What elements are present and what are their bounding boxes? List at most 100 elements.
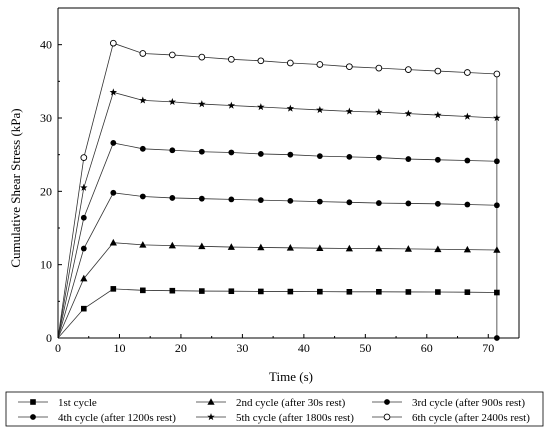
series-6-point (464, 69, 471, 76)
x-tick-label: 0 (55, 341, 61, 355)
series-6-point (109, 39, 117, 47)
series-5-point (316, 106, 324, 114)
plot-area (57, 39, 501, 341)
series-2-point (316, 244, 324, 251)
series-2-point (80, 274, 88, 282)
legend-label-5: 5th cycle (after 1800s rest) (236, 412, 354, 424)
series-5-point (463, 112, 472, 120)
legend-marker (207, 413, 215, 421)
y-tick-label: 10 (40, 258, 52, 272)
legend-marker (30, 414, 36, 420)
legend-label-6: 6th cycle (after 2400s rest) (412, 412, 530, 424)
legend-marker (207, 398, 215, 405)
series-4-point (110, 140, 117, 146)
series-3-point (287, 197, 294, 204)
series-5-point (493, 114, 501, 122)
series-3-point (139, 193, 146, 200)
series-line-4 (57, 142, 497, 339)
series-4-point (316, 153, 323, 160)
series-4-point (493, 158, 500, 165)
series-5-point (80, 183, 88, 191)
series-3-point (375, 200, 382, 206)
x-tick-label: 40 (298, 341, 310, 355)
series-6-point (198, 53, 206, 61)
x-axis-title: Time (s) (269, 369, 313, 384)
series-4-point (375, 154, 382, 161)
series-1-point (464, 289, 471, 295)
series-4-point (139, 145, 146, 152)
series-1-point (346, 289, 353, 295)
series-2-point (493, 246, 501, 253)
series-line-2 (57, 242, 497, 339)
legend-label-3: 3rd cycle (after 900s rest) (412, 397, 525, 409)
series-6-point (168, 51, 176, 59)
series-6-point (139, 50, 147, 57)
x-tick-label: 10 (113, 341, 125, 355)
series-5-point (286, 104, 295, 112)
series-1-point (199, 288, 205, 294)
legend-label-4: 4th cycle (after 1200s rest) (58, 412, 176, 424)
legend-label-2: 2nd cycle (after 30s rest) (236, 397, 346, 409)
series-1-point (435, 289, 441, 295)
series-1-point (228, 288, 235, 295)
legend: 1st cycle 2nd cycle (after 30s rest) 3rd c… (5, 391, 544, 427)
series-5-point (404, 109, 413, 117)
series-4-point (80, 214, 87, 221)
series-3-point (405, 200, 412, 207)
series-2-point (227, 243, 235, 250)
legend-marker (383, 413, 391, 421)
series-1-point (258, 288, 264, 295)
series-6-point (493, 70, 501, 78)
series-6-point (257, 57, 265, 65)
legend-marker (30, 399, 36, 405)
series-1-point (405, 289, 412, 295)
y-axis-title: Cumulative Shear Stress (kPa) (8, 108, 23, 267)
series-4-point (169, 147, 176, 154)
series-5-point (227, 101, 236, 109)
series-3-point (110, 189, 117, 196)
x-tick-label: 20 (175, 341, 187, 355)
axes: 0 10 20 30 40 50 60 70 0 10 20 30 40 (40, 7, 520, 355)
series-1-point (110, 286, 117, 292)
series-5-point (109, 88, 118, 96)
legend-label-1: 1st cycle (58, 397, 97, 409)
series-5-point (257, 103, 265, 111)
series-3-point (434, 200, 441, 207)
series-2-point (404, 245, 412, 252)
series-6-point (375, 64, 383, 72)
series-5-point (139, 96, 147, 104)
x-tick-label: 30 (236, 341, 248, 355)
series-2-point (375, 244, 383, 252)
series-4-point (464, 157, 471, 164)
series-1-point (169, 287, 176, 294)
legend-marker (384, 399, 390, 405)
series-3-point (228, 196, 235, 203)
series-3-point (80, 245, 87, 252)
series-5-point (345, 107, 354, 115)
series-2-point (286, 244, 294, 251)
series-2-point (434, 245, 442, 253)
series-1-point (376, 289, 382, 295)
series-5-point (375, 108, 383, 116)
series-4-point (257, 151, 264, 157)
series-4-point (434, 156, 441, 163)
series-2-point (168, 241, 176, 249)
legend-box (5, 391, 544, 427)
series-2-point (139, 241, 147, 248)
series-3-point (346, 199, 353, 206)
series-1-point (140, 287, 146, 294)
series-6-point (80, 154, 88, 161)
series-4-point (287, 151, 294, 158)
series-1-point (81, 305, 87, 312)
series-6-point (227, 55, 235, 63)
series-line-6 (57, 42, 497, 339)
series-1-point (317, 288, 323, 295)
series-2-point (198, 242, 206, 250)
series-2-point (345, 244, 353, 252)
series-5-point (168, 97, 177, 106)
series-6-point (286, 59, 294, 67)
y-tick-label: 30 (40, 111, 52, 125)
y-tick-label: 0 (46, 331, 52, 345)
series-3-point (493, 202, 500, 209)
y-tick-label: 20 (40, 184, 52, 198)
